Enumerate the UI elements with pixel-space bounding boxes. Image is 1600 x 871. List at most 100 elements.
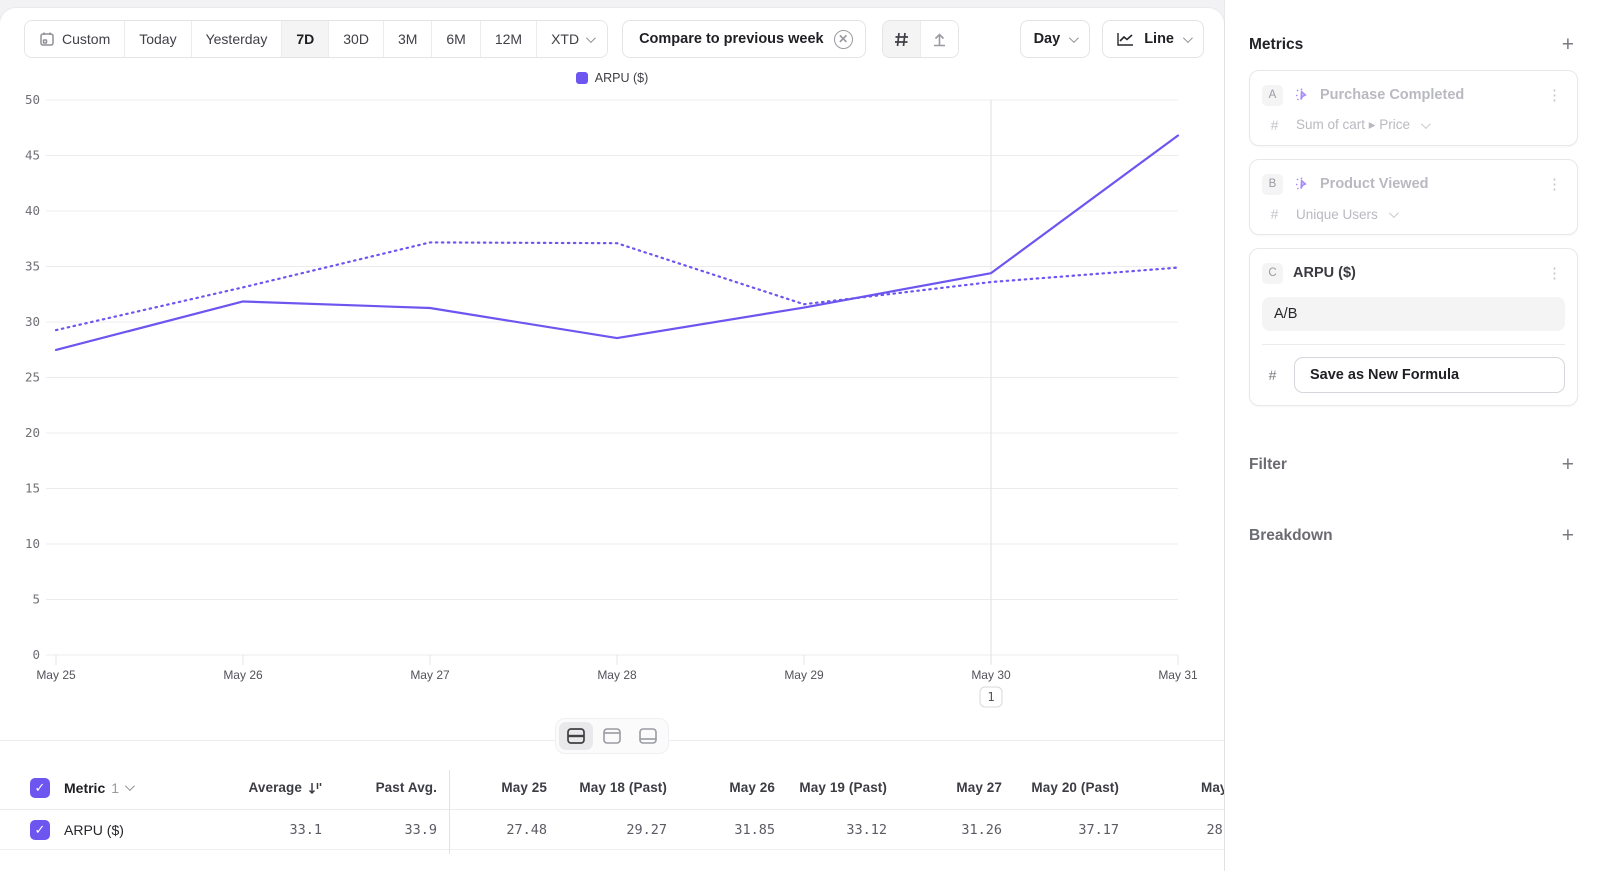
show-values-toggle[interactable] (882, 21, 921, 57)
metric-card-c-header: C ARPU ($) ⋮ (1262, 259, 1565, 287)
date-range-custom[interactable]: Custom (25, 21, 126, 57)
date-range-xtd[interactable]: XTD (537, 21, 608, 57)
chart-type-label: Line (1144, 31, 1174, 47)
metric-count: 1 (111, 779, 120, 796)
measure-hash-icon: # (1270, 206, 1279, 222)
table-header-row: ✓ Metric 1 Average Past Avg. Ma (0, 766, 1224, 810)
compare-to-previous-week-chip[interactable]: Compare to previous week ✕ (622, 20, 866, 58)
table-focus-button[interactable] (631, 722, 665, 750)
show-annotations-toggle[interactable] (920, 21, 958, 57)
legend-item-arpu[interactable]: ARPU ($) (575, 71, 649, 85)
measure-label: Unique Users (1296, 206, 1378, 222)
dismiss-compare-icon[interactable]: ✕ (833, 29, 853, 49)
cell-may-19-past: 33.12 (846, 821, 887, 838)
date-range-6m[interactable]: 6M (432, 21, 481, 57)
svg-text:30: 30 (25, 314, 40, 329)
date-range-3m[interactable]: 3M (383, 21, 433, 57)
formula-actions: # Save as New Formula (1262, 357, 1565, 393)
chart-type-dropdown[interactable]: Line (1102, 20, 1204, 58)
date-range-12m[interactable]: 12M (480, 21, 538, 57)
sort-descending-icon (308, 782, 322, 794)
table-row: ✓ ARPU ($) 33.1 33.9 27.48 29.27 31.85 3… (0, 810, 1224, 850)
chart-area[interactable]: 0 5 10 15 20 25 30 35 40 45 50 May 25 May 26 May 27 Ma… (0, 85, 1224, 714)
metric-column-header[interactable]: Metric 1 (64, 779, 135, 796)
metric-card-a-header: A Purchase Completed ⋮ (1262, 81, 1565, 109)
date-range-yesterday[interactable]: Yesterday (191, 21, 283, 57)
metric-card-c[interactable]: C ARPU ($) ⋮ A/B # Save as New Formula (1249, 248, 1578, 406)
svg-text:May 30: May 30 (971, 668, 1011, 682)
metric-badge-c: C (1262, 262, 1283, 284)
date-range-7d[interactable]: 7D (282, 21, 330, 57)
header-checkbox-cell: ✓ (0, 766, 64, 809)
chart-display-toggle (881, 20, 959, 58)
interval-dropdown[interactable]: Day (1019, 20, 1091, 58)
add-metric-button[interactable]: + (1561, 33, 1574, 56)
chart-focus-icon (603, 728, 621, 744)
chart-focus-button[interactable] (595, 722, 629, 750)
legend-swatch (575, 72, 588, 84)
measure-selector[interactable]: # Sum of cart ▸ Price (1262, 117, 1565, 133)
svg-text:May 27: May 27 (410, 668, 450, 682)
svg-text:40: 40 (25, 203, 40, 218)
chart-legend: ARPU ($) (0, 71, 1224, 85)
query-sidebar: Metrics + A Purchase Completed ⋮ # Sum o… (1224, 0, 1600, 871)
cell-may-25: 27.48 (506, 821, 547, 838)
chevron-down-icon (1388, 207, 1399, 218)
svg-text:May 26: May 26 (223, 668, 263, 682)
chevron-down-icon (1182, 32, 1193, 43)
metric-name[interactable]: Product Viewed (1320, 176, 1429, 192)
cell-may-18-past: 29.27 (626, 821, 667, 838)
filter-title: Filter (1249, 455, 1287, 473)
save-as-new-formula-button[interactable]: Save as New Formula (1294, 357, 1565, 393)
svg-text:35: 35 (25, 259, 40, 274)
split-view-button[interactable] (559, 722, 593, 750)
metric-options-icon[interactable]: ⋮ (1547, 264, 1562, 282)
table-focus-icon (639, 728, 657, 744)
chevron-down-icon (1069, 32, 1080, 43)
row-checkbox[interactable]: ✓ (30, 819, 50, 840)
add-breakdown-button[interactable]: + (1561, 524, 1574, 547)
header-may-19-past: May 19 (Past) (799, 780, 887, 795)
metric-badge-a: A (1262, 84, 1283, 106)
cell-average: 33.1 (289, 821, 322, 838)
svg-text:May 28: May 28 (597, 668, 637, 682)
metric-options-icon[interactable]: ⋮ (1547, 175, 1562, 193)
metric-card-a[interactable]: A Purchase Completed ⋮ # Sum of cart ▸ P… (1249, 70, 1578, 146)
add-filter-button[interactable]: + (1561, 453, 1574, 476)
breakdown-title: Breakdown (1249, 526, 1333, 544)
cell-may-20-past: 37.17 (1078, 821, 1119, 838)
svg-text:10: 10 (25, 536, 40, 551)
metric-card-b[interactable]: B Product Viewed ⋮ # Unique Users (1249, 159, 1578, 235)
formula-input[interactable]: A/B (1262, 297, 1565, 331)
header-average[interactable]: Average (194, 766, 334, 809)
split-view-icon (567, 728, 585, 744)
legend-label: ARPU ($) (594, 71, 649, 85)
metric-card-b-header: B Product Viewed ⋮ (1262, 170, 1565, 198)
cell-may-27: 31.26 (961, 821, 1002, 838)
calendar-icon (40, 32, 54, 46)
cell-past-avg: 33.9 (404, 821, 437, 838)
date-range-30d[interactable]: 30D (329, 21, 384, 57)
layout-toggle-row (0, 714, 1224, 758)
arpu-line-chart[interactable]: 0 5 10 15 20 25 30 35 40 45 50 May 25 May 26 May 27 Ma… (0, 85, 1224, 709)
interval-label: Day (1033, 31, 1061, 47)
select-all-checkbox[interactable]: ✓ (30, 777, 50, 798)
date-range-today[interactable]: Today (125, 21, 192, 57)
row-metric-cell: ARPU ($) (64, 810, 194, 849)
chevron-down-icon (124, 781, 135, 792)
measure-hash-icon: # (1270, 117, 1279, 133)
metric-name[interactable]: ARPU ($) (1293, 265, 1356, 281)
measure-selector[interactable]: # Unique Users (1262, 206, 1565, 222)
arrow-up-marker-icon (933, 32, 945, 46)
svg-text:25: 25 (25, 370, 40, 385)
hash-icon (894, 32, 908, 46)
svg-text:5: 5 (32, 592, 40, 607)
metric-name[interactable]: Purchase Completed (1320, 87, 1465, 103)
header-may-20-past: May 20 (Past) (1031, 780, 1119, 795)
header-past-avg: Past Avg. (375, 780, 437, 795)
svg-text:0: 0 (32, 647, 40, 662)
date-range-label: Custom (62, 31, 111, 47)
metric-options-icon[interactable]: ⋮ (1547, 86, 1562, 104)
line-chart-icon (1117, 33, 1134, 46)
